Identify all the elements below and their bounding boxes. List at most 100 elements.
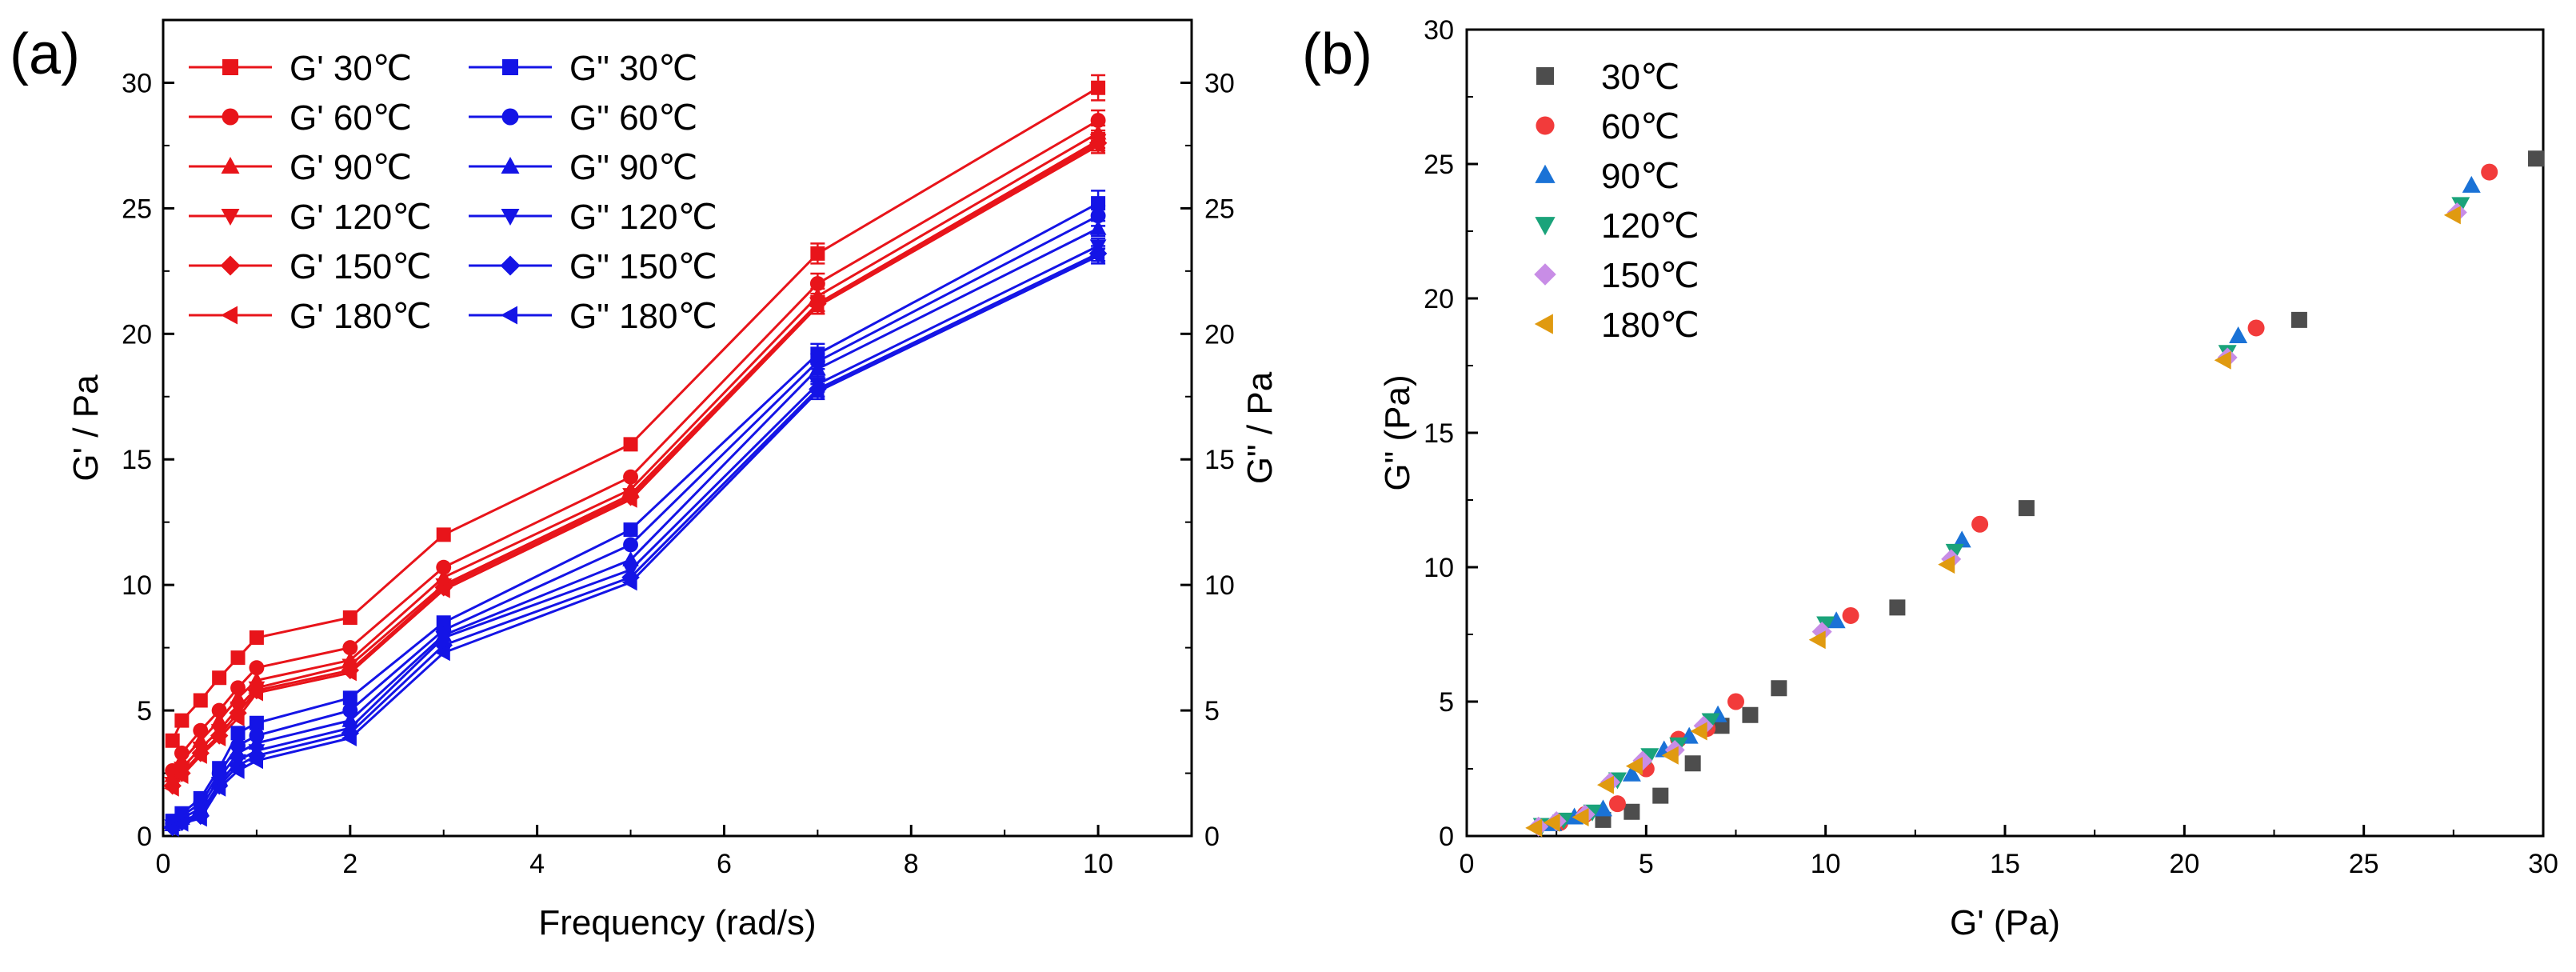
y-tick-label-b: 25 [1424,150,1454,180]
data-point-gdpp-60c [1090,208,1106,224]
data-point-gdpp-30c [249,715,264,730]
data-point-gp-180c [248,684,264,702]
legend-label-gp-30c: G' 30℃ [290,49,412,88]
data-point-gdpp-90c [809,360,826,376]
x-axis-title-b: G' (Pa) [1950,903,2060,942]
scatter-point-30c [2018,500,2035,517]
y2-tick-label-a: 20 [1204,319,1235,350]
y2-axis-title-a: G" / Pa [1240,371,1280,484]
scatter-point-180c [1661,746,1679,765]
legend-label-gdpp-150c: G" 150℃ [569,247,717,286]
y-tick-label-b: 15 [1424,418,1454,449]
legend-label-gdpp-180c: G" 180℃ [569,297,717,336]
legend-marker-gdpp-60c [501,108,519,126]
x-tick-label-a: 0 [156,849,171,879]
scatter-point-180c [1543,813,1560,832]
legend-label-b-90c: 90℃ [1601,157,1679,196]
scatter-point-90c [2229,326,2248,344]
x-tick-label-b: 10 [1811,849,1841,879]
scatter-point-90c [1952,530,1971,548]
data-point-gdpp-180c [1089,247,1105,265]
data-point-gp-30c [249,630,264,646]
y-axis-title-b: G" (Pa) [1378,374,1417,490]
data-point-gdpp-30c [623,522,638,538]
scatter-point-30c [1652,787,1669,804]
legend-marker-gdpp-120c [501,209,520,226]
data-point-gdpp-180c [173,814,189,832]
x-tick-label-b: 5 [1639,849,1654,879]
legend-marker-gdpp-150c [500,255,521,276]
data-point-gp-30c [342,610,357,625]
legend-label-gp-90c: G' 90℃ [290,148,412,187]
scatter-point-90c [1593,799,1612,817]
x-tick-label-a: 10 [1083,849,1113,879]
scatter-point-120c [1945,543,1964,561]
legend-label-gdpp-30c: G" 30℃ [569,49,697,88]
y-tick-label-b: 20 [1424,284,1454,314]
data-point-gp-180c [163,780,179,797]
data-point-gp-60c [249,660,265,676]
legend-label-gdpp-120c: G" 120℃ [569,198,717,237]
legend-label-gp-180c: G' 180℃ [290,297,432,336]
scatter-point-90c [1827,611,1846,629]
y2-tick-label-a: 0 [1204,822,1220,852]
data-point-gp-30c [623,437,638,452]
data-point-gp-30c [174,713,190,728]
data-point-gp-30c [193,693,208,708]
panel-a-label: (a) [10,22,80,86]
legend-marker-gp-120c [221,209,240,226]
legend-marker-b-60c [1536,116,1555,135]
y-tick-label-a: 10 [122,570,152,601]
scatter-point-30c [1771,680,1787,697]
scatter-point-180c [2214,350,2231,370]
data-point-gp-180c [229,710,245,726]
legend-marker-b-180c [1534,314,1553,334]
data-point-gdpp-90c [622,550,639,566]
x-tick-label-a: 8 [904,849,919,879]
y2-tick-label-a: 15 [1204,445,1235,475]
scatter-point-180c [1625,757,1643,776]
scatter-point-120c [1816,616,1835,634]
data-point-gp-60c [342,640,358,656]
legend-marker-gp-60c [222,108,239,126]
x-tick-label-b: 20 [2169,849,2199,879]
scatter-point-180c [1690,722,1707,741]
x-tick-label-a: 6 [717,849,732,879]
data-point-gp-30c [436,527,451,542]
scatter-point-90c [1622,764,1641,782]
panel-b-label: (b) [1302,22,1372,86]
scatter-point-120c [1640,748,1659,766]
data-point-gp-90c [230,689,246,705]
y2-tick-label-a: 5 [1204,696,1220,726]
data-point-gp-180c [434,582,450,598]
data-point-gp-180c [173,767,189,785]
x-tick-label-b: 0 [1460,849,1475,879]
y2-tick-label-a: 30 [1204,68,1235,98]
data-point-gdpp-90c [1089,219,1107,235]
scatter-point-90c [2462,175,2481,193]
y-tick-label-b: 10 [1424,553,1454,583]
data-point-gp-180c [809,298,825,315]
scatter-point-30c [1742,706,1759,723]
y-tick-label-b: 5 [1439,687,1454,718]
data-point-gdpp-30c [342,690,357,706]
data-point-gp-60c [809,276,825,291]
scatter-point-30c [1623,803,1640,820]
scatter-point-60c [1971,515,1989,533]
scatter-point-120c [1701,713,1720,730]
data-point-gp-180c [191,747,207,764]
data-point-gp-30c [1091,80,1106,95]
data-point-gp-180c [621,491,637,508]
y2-tick-label-a: 25 [1204,194,1235,224]
legend-marker-gdpp-90c [501,157,520,174]
y-tick-label-a: 0 [137,822,152,852]
scatter-point-60c [1727,693,1744,710]
scatter-point-180c [1596,775,1614,794]
y-tick-label-b: 30 [1424,15,1454,46]
data-point-gp-180c [341,664,357,682]
scatter-point-30c [2528,150,2545,167]
scatter-point-120c [2451,197,2470,214]
legend-marker-gp-180c [221,306,238,325]
